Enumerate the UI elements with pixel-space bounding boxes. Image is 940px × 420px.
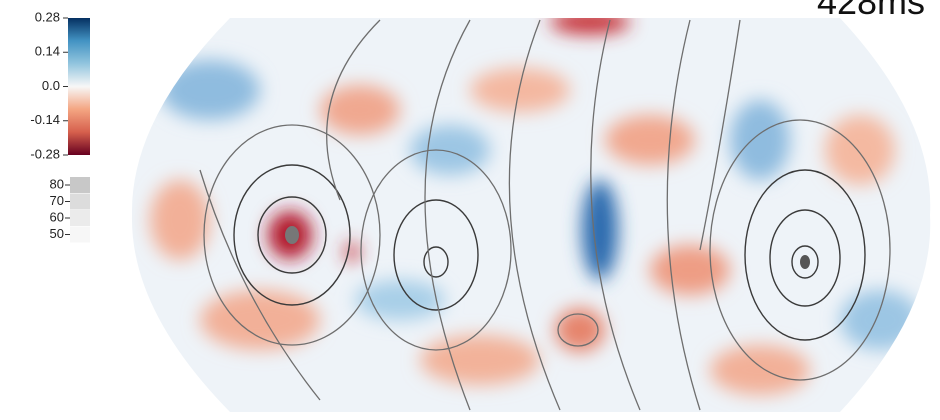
colorbar-tick-label: 0.14 (35, 44, 60, 59)
colorbar-tick-label: 0.28 (35, 9, 60, 24)
colorbar-tick-label: 0.0 (42, 78, 60, 93)
colorbar (68, 18, 90, 155)
time-label: 428ms (817, 0, 925, 22)
contour-legend-label: 80 (50, 176, 64, 191)
contour-legend-swatch (70, 210, 90, 226)
contour-legend-swatch (70, 227, 90, 243)
contour-legend-swatch (70, 194, 90, 210)
contour-legend-label: 50 (50, 226, 64, 241)
colorbar-tick-label: -0.28 (30, 146, 60, 161)
contour-legend-label: 60 (50, 209, 64, 224)
contour-legend-label: 70 (50, 193, 64, 208)
colorbar-tick-label: -0.14 (30, 112, 60, 127)
figure: 428ms 0.28 0.14 0.0 -0.14 -0.28 80 7060 50 (0, 0, 940, 420)
map (120, 10, 940, 420)
page: 428ms 0.280.140.0-0.14-0.2880706050 (() … (0, 0, 940, 420)
contour-legend-swatch (70, 177, 90, 193)
